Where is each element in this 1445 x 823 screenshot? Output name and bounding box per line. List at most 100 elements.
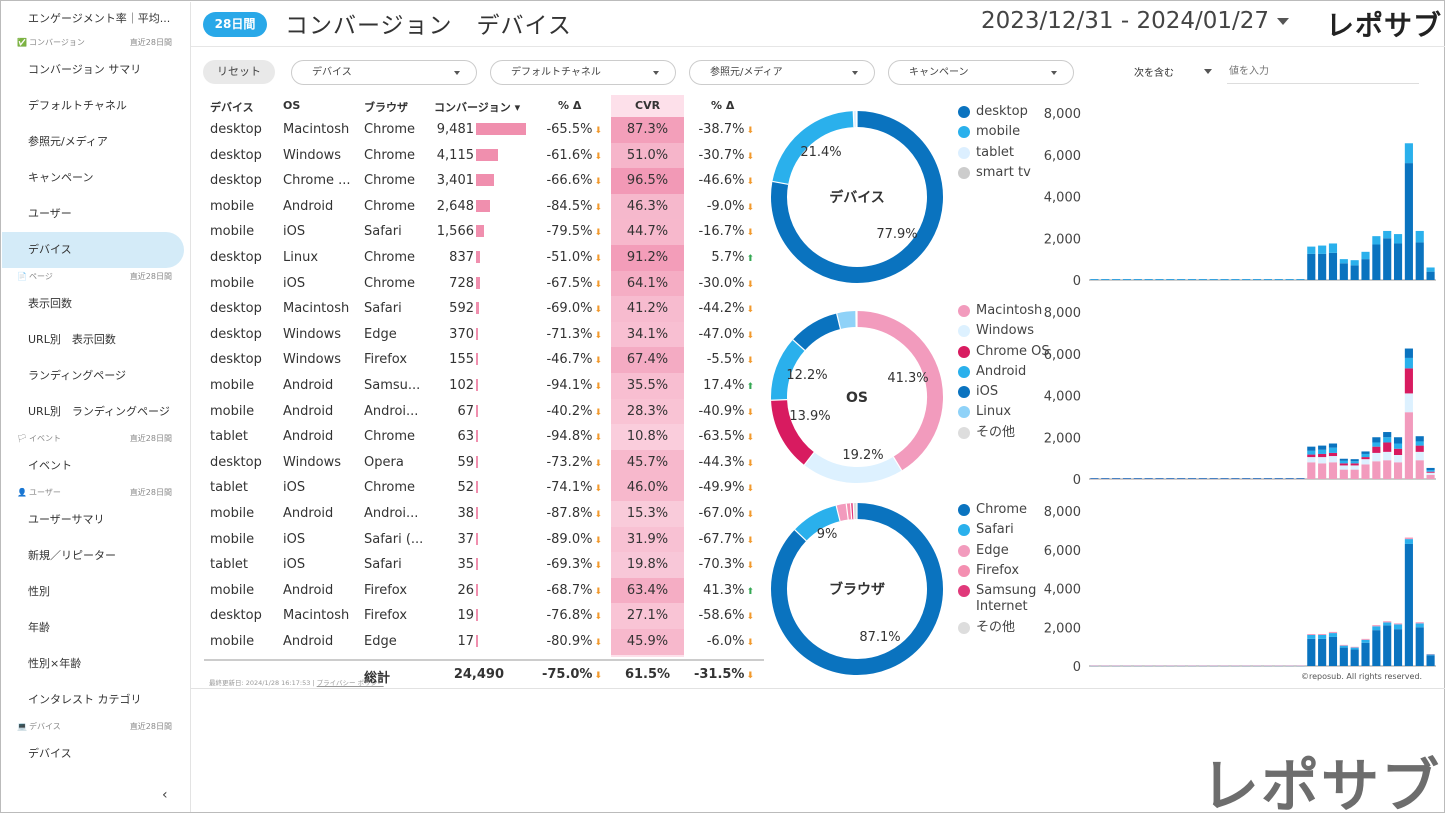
donut-slice[interactable] <box>809 459 897 475</box>
header-conversion[interactable]: コンバージョン ▾ <box>434 99 520 115</box>
bar-segment[interactable] <box>1253 665 1261 666</box>
legend-item[interactable]: Android <box>958 362 1050 382</box>
bar-segment[interactable] <box>1231 665 1239 666</box>
bar-segment[interactable] <box>1329 453 1337 456</box>
bar-segment[interactable] <box>1405 538 1413 540</box>
bar-segment[interactable] <box>1361 252 1369 259</box>
bar-segment[interactable] <box>1264 478 1272 479</box>
bar-segment[interactable] <box>1166 665 1174 666</box>
bar-segment[interactable] <box>1405 368 1413 393</box>
bar-segment[interactable] <box>1329 633 1337 637</box>
bar-segment[interactable] <box>1177 478 1185 479</box>
bar-segment[interactable] <box>1275 478 1283 479</box>
bar-segment[interactable] <box>1427 654 1435 655</box>
bar-segment[interactable] <box>1275 279 1283 280</box>
bar-segment[interactable] <box>1275 478 1283 479</box>
bar-segment[interactable] <box>1318 635 1326 639</box>
bar-segment[interactable] <box>1372 236 1380 244</box>
bar-segment[interactable] <box>1264 478 1272 479</box>
bar-segment[interactable] <box>1134 279 1142 280</box>
bar-segment[interactable] <box>1296 665 1304 666</box>
bar-segment[interactable] <box>1242 665 1250 666</box>
bar-segment[interactable] <box>1318 454 1326 457</box>
bar-segment[interactable] <box>1123 665 1131 666</box>
donut-slice[interactable] <box>779 119 935 275</box>
bar-segment[interactable] <box>1383 437 1391 442</box>
bar-segment[interactable] <box>1296 478 1304 479</box>
legend-item[interactable]: mobile <box>958 122 1031 142</box>
donut-slice[interactable] <box>838 512 847 514</box>
bar-segment[interactable] <box>1372 447 1380 453</box>
bar-segment[interactable] <box>1220 279 1228 280</box>
legend-item[interactable]: Samsung Internet <box>958 581 1041 618</box>
bar-segment[interactable] <box>1112 666 1120 667</box>
legend-item[interactable]: その他 <box>958 423 1050 443</box>
bar-segment[interactable] <box>1361 640 1369 643</box>
bar-segment[interactable] <box>1372 626 1380 630</box>
bar-segment[interactable] <box>1220 665 1228 666</box>
bar-segment[interactable] <box>1427 654 1435 655</box>
bar-segment[interactable] <box>1090 665 1098 666</box>
bar-segment[interactable] <box>1394 623 1402 624</box>
bar-segment[interactable] <box>1427 272 1435 280</box>
bar-segment[interactable] <box>1166 478 1174 479</box>
bar-segment[interactable] <box>1307 639 1315 666</box>
bar-segment[interactable] <box>1123 279 1131 280</box>
bar-segment[interactable] <box>1286 479 1294 480</box>
bar-segment[interactable] <box>1220 478 1228 479</box>
bar-segment[interactable] <box>1231 479 1239 480</box>
bar-segment[interactable] <box>1416 231 1424 242</box>
filter-campaign-dropdown[interactable]: キャンペーン <box>888 60 1074 85</box>
bar-segment[interactable] <box>1361 643 1369 666</box>
bar-segment[interactable] <box>1177 479 1185 480</box>
bar-segment[interactable] <box>1296 279 1304 280</box>
bar-segment[interactable] <box>1199 665 1207 666</box>
bar-segment[interactable] <box>1242 279 1250 280</box>
bar-segment[interactable] <box>1329 462 1337 479</box>
bar-segment[interactable] <box>1155 478 1163 479</box>
filter-channel-dropdown[interactable]: デフォルトチャネル <box>490 60 676 85</box>
bar-segment[interactable] <box>1199 478 1207 479</box>
sidebar-item[interactable]: ユーザーサマリ <box>2 502 190 538</box>
bar-segment[interactable] <box>1394 624 1402 629</box>
bar-segment[interactable] <box>1394 437 1402 443</box>
bar-segment[interactable] <box>1286 665 1294 666</box>
bar-segment[interactable] <box>1188 665 1196 666</box>
bar-segment[interactable] <box>1405 143 1413 163</box>
bar-segment[interactable] <box>1112 665 1120 666</box>
legend-item[interactable]: desktop <box>958 102 1031 122</box>
bar-segment[interactable] <box>1286 478 1294 479</box>
bar-segment[interactable] <box>1372 442 1380 446</box>
bar-segment[interactable] <box>1210 666 1218 667</box>
bar-segment[interactable] <box>1286 478 1294 479</box>
bar-segment[interactable] <box>1361 451 1369 454</box>
legend-item[interactable]: Windows <box>958 321 1050 341</box>
bar-segment[interactable] <box>1264 479 1272 480</box>
bar-segment[interactable] <box>1394 234 1402 243</box>
bar-segment[interactable] <box>1340 465 1348 469</box>
bar-segment[interactable] <box>1253 665 1261 666</box>
bar-segment[interactable] <box>1166 666 1174 667</box>
bar-segment[interactable] <box>1296 279 1304 280</box>
bar-segment[interactable] <box>1166 478 1174 479</box>
bar-segment[interactable] <box>1275 666 1283 667</box>
bar-segment[interactable] <box>1199 279 1207 280</box>
bar-segment[interactable] <box>1242 478 1250 479</box>
bar-segment[interactable] <box>1296 666 1304 667</box>
bar-segment[interactable] <box>1275 665 1283 666</box>
bar-segment[interactable] <box>1383 625 1391 666</box>
bar-segment[interactable] <box>1296 478 1304 479</box>
bar-segment[interactable] <box>1383 238 1391 280</box>
bar-segment[interactable] <box>1177 478 1185 479</box>
bar-segment[interactable] <box>1427 475 1435 479</box>
bar-segment[interactable] <box>1307 451 1315 455</box>
bar-segment[interactable] <box>1242 479 1250 480</box>
bar-segment[interactable] <box>1199 478 1207 479</box>
bar-segment[interactable] <box>1177 478 1185 479</box>
sidebar-item[interactable]: URL別 ランディングページ <box>2 394 190 430</box>
